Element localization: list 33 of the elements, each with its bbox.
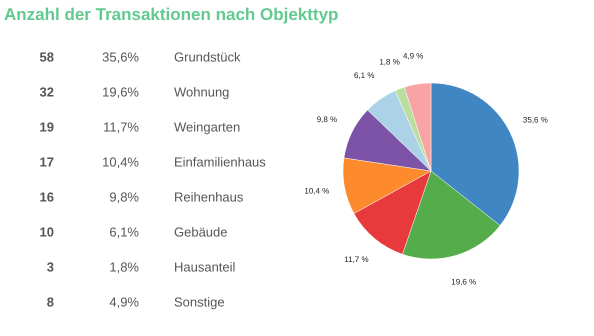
text: Reihenhaus bbox=[174, 190, 244, 204]
text: 16 bbox=[40, 190, 54, 204]
text: 17 bbox=[40, 154, 54, 170]
text: 32 bbox=[40, 84, 54, 100]
text: Anzahl der Transaktionen nach Objekttyp bbox=[4, 5, 338, 24]
data-label: 9,8 % bbox=[316, 114, 338, 124]
text: 10 bbox=[40, 224, 54, 240]
data-label: 1,8 % bbox=[379, 58, 400, 67]
text: 8 bbox=[46, 294, 54, 310]
text: 10,4% bbox=[102, 154, 140, 170]
text: 35,6% bbox=[102, 50, 140, 64]
text: 3 bbox=[46, 260, 54, 274]
data-label: 6,1 % bbox=[354, 71, 374, 80]
text: Grundstück bbox=[174, 50, 241, 64]
data-label: 35,6 % bbox=[522, 115, 548, 124]
data-label: 11,7 % bbox=[344, 254, 369, 264]
text: 11,7% bbox=[103, 120, 140, 134]
text: Hausanteil bbox=[174, 260, 236, 274]
text: 6,1% bbox=[109, 224, 140, 240]
data-label: 10,4 % bbox=[304, 186, 330, 196]
text: 58 bbox=[40, 50, 54, 64]
text: 19,6% bbox=[102, 84, 140, 100]
text: Gebäude bbox=[174, 224, 228, 240]
text: Sonstige bbox=[174, 294, 225, 310]
data-label: 4,9 % bbox=[402, 51, 424, 60]
text: 4,9% bbox=[109, 294, 140, 310]
text: 1,8% bbox=[109, 260, 140, 274]
text: Wohnung bbox=[174, 84, 230, 100]
text: Weingarten bbox=[174, 120, 240, 134]
text: Einfamilienhaus bbox=[174, 154, 266, 170]
text: 19 bbox=[40, 120, 54, 134]
text: 9,8% bbox=[109, 190, 140, 204]
data-label: 19,6 % bbox=[451, 277, 476, 286]
